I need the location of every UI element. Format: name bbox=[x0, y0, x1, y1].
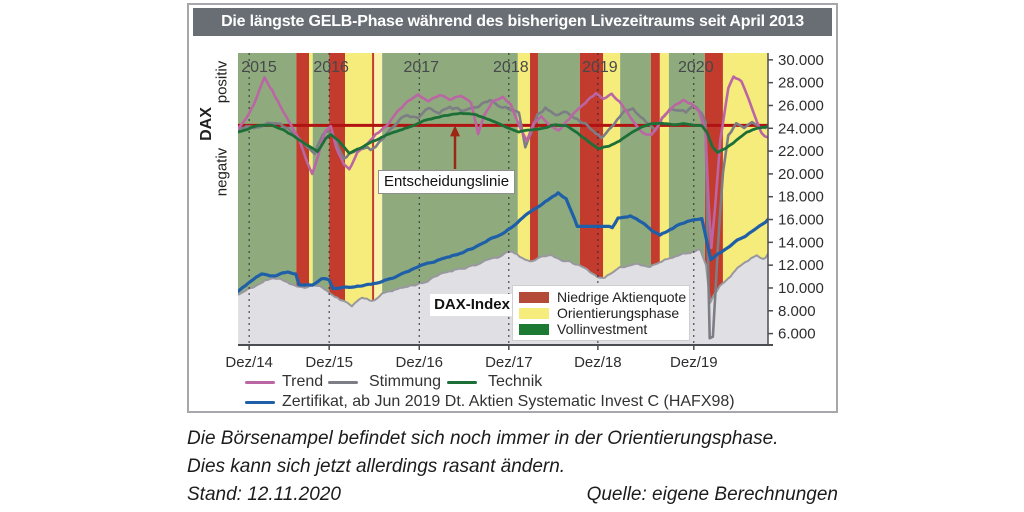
phase-legend-row: Orientierungsphase bbox=[519, 305, 683, 321]
y-tick-label: 20.000 bbox=[778, 166, 824, 183]
y-tick-label: 8.000 bbox=[778, 303, 816, 320]
trend-legend-dash bbox=[245, 381, 275, 384]
y-tick-label: 30.000 bbox=[778, 52, 824, 69]
y-tick-label: 26.000 bbox=[778, 97, 824, 114]
x-tick-label: Dez/17 bbox=[485, 354, 533, 371]
low-equity-quota-swatch bbox=[519, 291, 549, 303]
chart-card: Die längste GELB-Phase während des bishe… bbox=[187, 3, 838, 413]
chart-title: Die längste GELB-Phase während des bishe… bbox=[193, 8, 832, 36]
zertifikat-legend-label: Zertifikat, ab Jun 2019 Dt. Aktien Syste… bbox=[282, 393, 735, 410]
year-label: 2018 bbox=[493, 59, 529, 76]
x-tick-label: Dez/18 bbox=[574, 354, 622, 371]
phase-legend-label: Orientierungsphase bbox=[557, 305, 680, 321]
x-tick-label: Dez/19 bbox=[670, 354, 718, 371]
series-zertifikat-line bbox=[238, 191, 768, 293]
zertifikat-legend-dash bbox=[245, 401, 275, 404]
phase-legend: Niedrige Aktienquote Orientierungsphase … bbox=[512, 285, 690, 341]
technik-legend-dash bbox=[447, 381, 477, 384]
phase-band-red bbox=[650, 53, 660, 345]
year-label: 2017 bbox=[403, 59, 439, 76]
decision-line-annotation: Entscheidungslinie bbox=[378, 170, 515, 194]
y-tick-label: 28.000 bbox=[778, 75, 824, 92]
dax-index-label: DAX-Index bbox=[430, 294, 514, 316]
phase-band-yellow bbox=[345, 53, 373, 345]
y-tick-label: 18.000 bbox=[778, 189, 824, 206]
y-tick-label: 12.000 bbox=[778, 257, 824, 274]
y-tick-label: 16.000 bbox=[778, 212, 824, 229]
decision-arrow-head bbox=[450, 125, 460, 137]
year-label: 2020 bbox=[678, 59, 714, 76]
full-investment-swatch bbox=[519, 323, 549, 335]
phase-band-yellow bbox=[659, 53, 669, 345]
y-tick-label: 24.000 bbox=[778, 120, 824, 137]
y-tick-label: 10.000 bbox=[778, 280, 824, 297]
phase-legend-label: Niedrige Aktienquote bbox=[557, 289, 687, 305]
series-technik-line bbox=[238, 111, 768, 155]
series-trend-line bbox=[238, 75, 768, 250]
y-axis-label-dax: DAX bbox=[198, 107, 215, 141]
year-label: 2019 bbox=[582, 59, 618, 76]
phase-band-pale bbox=[374, 53, 383, 345]
caption-line-1: Die Börsenampel befindet sich noch immer… bbox=[187, 428, 779, 449]
y-tick-label: 22.000 bbox=[778, 143, 824, 160]
orientation-phase-swatch bbox=[519, 307, 549, 319]
caption-quelle: Quelle: eigene Berechnungen bbox=[586, 484, 838, 505]
phase-legend-row: Niedrige Aktienquote bbox=[519, 289, 687, 305]
y-tick-label: 6.000 bbox=[778, 326, 816, 343]
trend-legend-label: Trend bbox=[282, 373, 324, 390]
phase-band-yellow bbox=[309, 53, 313, 345]
stimmung-legend-dash bbox=[328, 381, 358, 384]
y-axis-label-negativ: negativ bbox=[213, 147, 231, 197]
dax-index-outline bbox=[238, 248, 768, 308]
phase-band-red bbox=[530, 53, 538, 345]
caption-line-2: Dies kann sich jetzt allerdings rasant ä… bbox=[187, 456, 566, 477]
phase-legend-label: Vollinvestment bbox=[557, 321, 648, 337]
phase-legend-row: Vollinvestment bbox=[519, 321, 683, 337]
y-axis-label-positiv: positiv bbox=[213, 60, 231, 104]
stimmung-legend-label: Stimmung bbox=[369, 373, 442, 390]
series-group bbox=[238, 75, 768, 340]
caption-line-3: Stand: 12.11.2020 Quelle: eigene Berechn… bbox=[187, 484, 838, 506]
year-label: 2015 bbox=[241, 59, 277, 76]
x-tick-label: Dez/15 bbox=[305, 354, 353, 371]
phase-band-red bbox=[372, 53, 375, 345]
y-tick-label: 14.000 bbox=[778, 234, 824, 251]
chart-canvas: 30.000 28.000 26.000 24.000 22.000 20.000 18.0… bbox=[225, 52, 824, 371]
x-tick-label: Dez/14 bbox=[225, 354, 273, 371]
caption-stand: Stand: 12.11.2020 bbox=[187, 484, 341, 505]
year-label: 2016 bbox=[313, 59, 349, 76]
x-tick-label: Dez/16 bbox=[395, 354, 443, 371]
technik-legend-label: Technik bbox=[488, 373, 543, 390]
